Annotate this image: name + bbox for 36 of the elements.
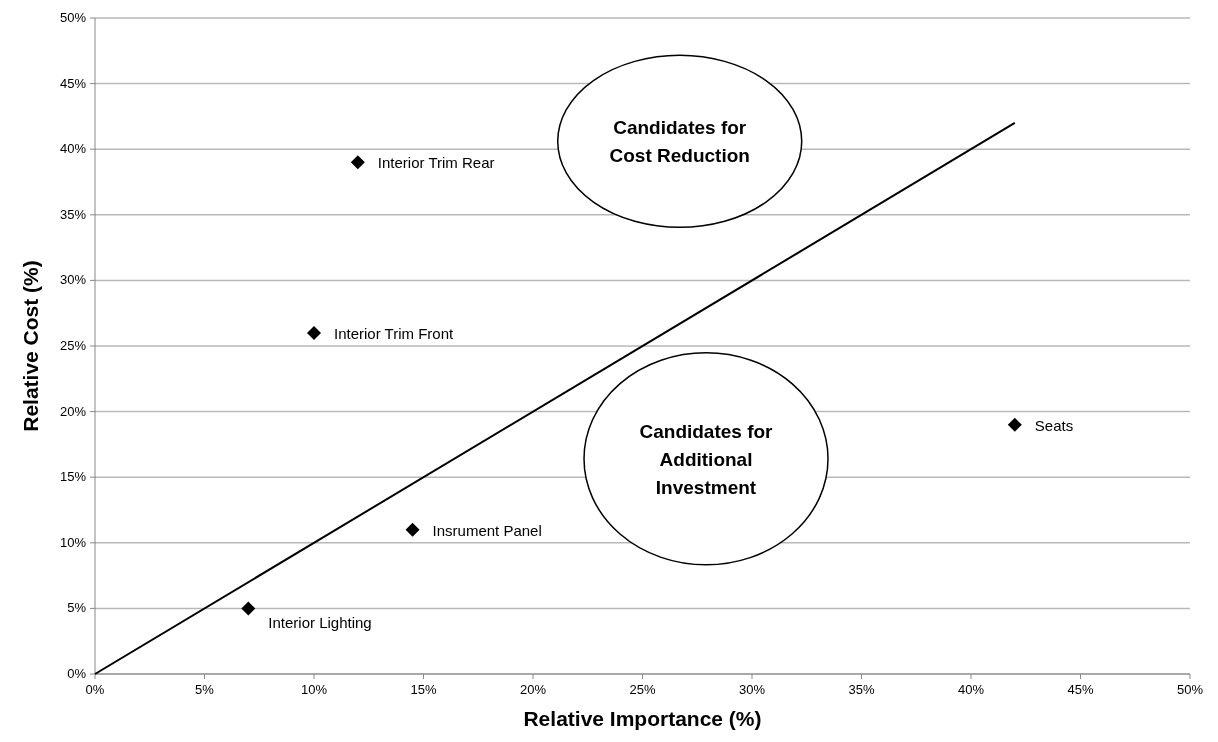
annotation: Candidates for Cost Reduction [609, 117, 750, 167]
point [350, 155, 365, 170]
annotation: Insrument Panel [432, 521, 542, 539]
x-tick-label: 25% [629, 682, 656, 697]
x-tick-label: 30% [738, 682, 766, 697]
x-tick-label: 5% [195, 682, 215, 697]
annotation: Interior Lighting [268, 614, 372, 632]
x-tick-label: 15% [410, 682, 437, 697]
x-tick-label: 0% [85, 682, 105, 697]
point [1007, 417, 1022, 432]
point [307, 325, 321, 340]
annotation: Candidates for Additional Investment [639, 420, 774, 498]
x-tick-label: 50% [1176, 682, 1204, 697]
y-tick-label: 10% [59, 534, 87, 550]
y-tick-label: 35% [59, 206, 87, 222]
annotation: Interior Trim Front [334, 324, 455, 342]
point [241, 601, 256, 616]
y-tick-label: 15% [59, 469, 87, 485]
x-tick-label: 40% [957, 682, 985, 697]
y-tick-label: 25% [59, 338, 87, 353]
x-tick-label: 35% [848, 682, 875, 697]
y-tick-label: 50% [59, 10, 87, 25]
y-tick-label: 45% [59, 75, 87, 91]
y-tick-label: 20% [59, 403, 87, 419]
y-tick-label: 40% [59, 141, 87, 157]
point [405, 522, 420, 537]
y-axis-title: Relative Cost (%) [19, 260, 42, 432]
y-tick-label: 5% [67, 600, 87, 616]
x-axis-title: Relative Importance (%) [523, 707, 762, 730]
x-tick-label: 45% [1067, 682, 1094, 697]
y-tick-label: 30% [59, 272, 87, 288]
x-tick-label: 20% [519, 682, 547, 697]
annotation: Interior Trim Rear [377, 154, 495, 172]
y-tick-label: 0% [67, 666, 87, 681]
annotation: Seats [1034, 416, 1074, 434]
x-tick-label: 10% [300, 682, 328, 697]
